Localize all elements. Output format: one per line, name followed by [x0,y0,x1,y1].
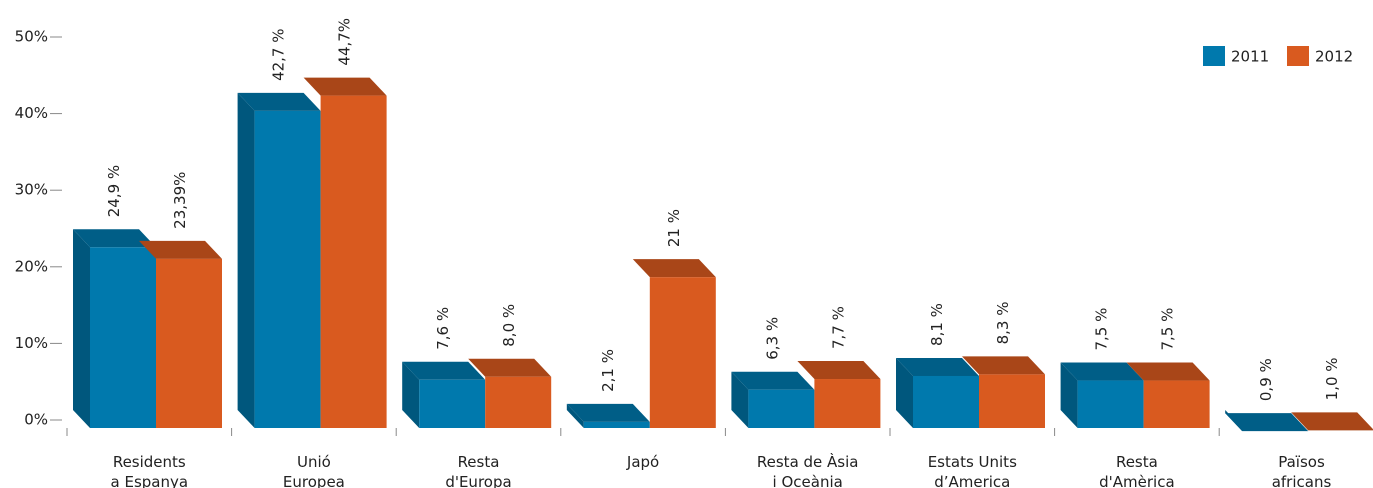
y-tick-label: 10% [15,334,48,352]
bar [320,95,387,429]
x-tick-label: Resta de Àsia i Oceània [757,452,859,488]
x-tick-label-line: Estats Units [928,453,1017,471]
bar [254,110,321,428]
value-label: 6,3 % [763,317,781,360]
bar [156,258,222,428]
y-tick-label: 50% [15,28,48,46]
bar-side [402,361,420,428]
value-label: 1,0 % [1323,357,1341,400]
value-label: 42,7 % [270,28,288,80]
value-label: 8,0 % [500,304,518,347]
value-label: 7,5 % [1159,308,1177,351]
x-tick-label-line: d'Europa [445,473,511,488]
x-tick-label-line: Resta de Àsia [757,452,859,471]
bar-top [566,403,650,422]
bar-top [1225,413,1309,432]
x-tick-label-line: Resta [1116,453,1158,471]
x-tick-label-line: d'Amèrica [1099,473,1175,488]
bar-top [1126,362,1210,381]
value-label: 21 % [665,209,683,247]
bar [1077,380,1144,428]
bar-side [1060,362,1078,428]
bar-top [73,229,156,248]
bar-side [237,92,255,428]
y-tick-label: 0% [24,411,48,429]
bar-top [1060,362,1144,381]
legend-swatch [1287,46,1309,66]
x-tick-label-line: a Espanya [111,473,189,488]
value-label: 44,7% [336,18,354,66]
bar-top [797,361,881,380]
bar-top [962,356,1045,375]
y-tick-label: 30% [15,181,48,199]
bar [913,375,979,428]
bar-top [468,358,552,377]
bar-top [237,92,321,111]
value-label: 7,7 % [829,306,847,349]
bar-top [303,77,387,96]
x-tick-label-line: Residents [113,453,186,471]
x-tick-label-line: Unió [297,453,331,471]
legend-label: 2011 [1231,48,1269,66]
x-tick-label-line: Japó [626,453,659,471]
x-tick-label: Països africans [1272,453,1332,488]
x-tick-label: Japó [626,453,659,471]
bar-top [731,371,815,390]
y-tick-label: 40% [15,104,48,122]
x-tick-label: Resta d'Amèrica [1099,453,1175,488]
bar [419,379,486,428]
bar-top [1291,412,1373,431]
x-tick-label-line: i Oceània [773,473,843,488]
bar [814,379,881,428]
bar [1143,380,1210,428]
x-tick-label: Residents a Espanya [111,453,189,488]
bar [649,277,716,428]
value-label: 0,9 % [1257,358,1275,401]
x-tick-label: Unió Europea [283,453,345,488]
bar-side [731,371,749,428]
value-label: 8,1 % [928,303,946,346]
bar [748,389,815,428]
bar-top [139,240,222,259]
x-tick-label-line: d’America [934,473,1010,488]
bar [979,374,1045,428]
value-label: 7,6 % [434,307,452,350]
bar-side [896,357,913,428]
legend-label: 2012 [1315,48,1353,66]
x-tick-label: Resta d'Europa [445,453,511,488]
x-tick-label-line: Països [1278,453,1325,471]
bar-top [896,357,979,376]
value-label: 8,3 % [994,302,1012,345]
bar-side [73,229,90,428]
y-tick-label: 20% [15,257,48,275]
bar [90,247,156,428]
legend-swatch [1203,46,1225,66]
bar-top [632,259,716,278]
value-label: 7,5 % [1093,308,1111,351]
bar [583,421,650,428]
x-tick-label-line: Resta [458,453,500,471]
bar [485,376,552,428]
bar-side [566,403,584,428]
x-tick-label: Estats Units d’America [928,453,1017,488]
value-label: 24,9 % [105,165,123,217]
x-tick-label-line: africans [1272,473,1332,488]
value-label: 23,39% [171,172,189,229]
bar-top [402,361,486,380]
x-tick-label-line: Europea [283,473,345,488]
value-label: 2,1 % [599,349,617,392]
